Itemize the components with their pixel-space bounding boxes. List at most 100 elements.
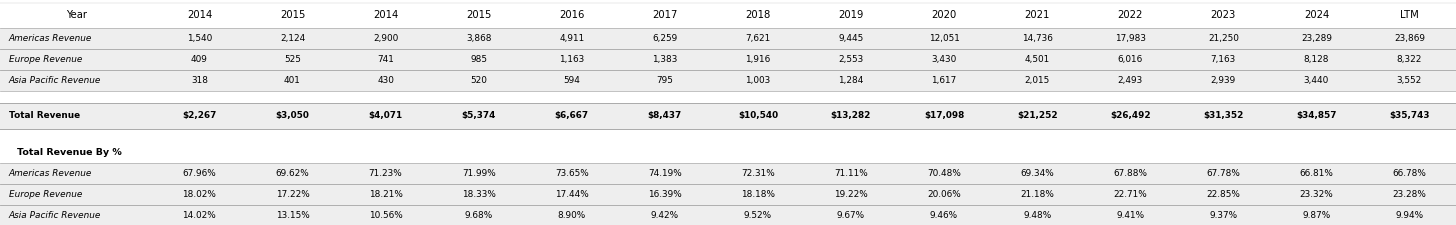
Text: 430: 430 <box>377 76 395 85</box>
Text: 20.06%: 20.06% <box>927 190 961 199</box>
Text: 401: 401 <box>284 76 301 85</box>
Text: 66.81%: 66.81% <box>1299 169 1334 178</box>
Text: 23.32%: 23.32% <box>1300 190 1334 199</box>
Text: 4,911: 4,911 <box>559 34 584 43</box>
Text: 19.22%: 19.22% <box>834 190 868 199</box>
Text: 2015: 2015 <box>466 10 491 20</box>
Text: 9.52%: 9.52% <box>744 211 772 220</box>
Text: 6,259: 6,259 <box>652 34 677 43</box>
Text: 70.48%: 70.48% <box>927 169 961 178</box>
Text: 67.96%: 67.96% <box>182 169 217 178</box>
Text: 9.67%: 9.67% <box>837 211 865 220</box>
Text: $6,667: $6,667 <box>555 111 588 120</box>
Text: 3,552: 3,552 <box>1396 76 1423 85</box>
Text: 7,621: 7,621 <box>745 34 770 43</box>
Text: LTM: LTM <box>1401 10 1418 20</box>
Text: $21,252: $21,252 <box>1016 111 1057 120</box>
Text: 2022: 2022 <box>1118 10 1143 20</box>
Text: 2019: 2019 <box>839 10 863 20</box>
Text: 66.78%: 66.78% <box>1392 169 1427 178</box>
Text: Total Revenue: Total Revenue <box>9 111 80 120</box>
Text: 2014: 2014 <box>186 10 213 20</box>
Text: 72.31%: 72.31% <box>741 169 775 178</box>
Text: Total Revenue By %: Total Revenue By % <box>17 148 122 157</box>
Text: 69.62%: 69.62% <box>275 169 309 178</box>
Bar <box>0 205 1456 225</box>
Text: 17.44%: 17.44% <box>555 190 588 199</box>
Bar <box>0 163 1456 184</box>
Text: 7,163: 7,163 <box>1211 55 1236 64</box>
Text: 67.78%: 67.78% <box>1207 169 1241 178</box>
Text: 3,868: 3,868 <box>466 34 492 43</box>
Text: 71.11%: 71.11% <box>834 169 868 178</box>
Text: 18.02%: 18.02% <box>182 190 217 199</box>
Text: $4,071: $4,071 <box>368 111 403 120</box>
Text: 9.37%: 9.37% <box>1210 211 1238 220</box>
Text: $2,267: $2,267 <box>182 111 217 120</box>
Text: 18.18%: 18.18% <box>741 190 775 199</box>
Text: Americas Revenue: Americas Revenue <box>9 34 92 43</box>
Text: Year: Year <box>66 10 87 20</box>
Text: 6,016: 6,016 <box>1118 55 1143 64</box>
Text: 22.71%: 22.71% <box>1114 190 1147 199</box>
Text: 71.23%: 71.23% <box>368 169 402 178</box>
Text: 985: 985 <box>470 55 488 64</box>
Text: 67.88%: 67.88% <box>1114 169 1147 178</box>
Text: 2,493: 2,493 <box>1118 76 1143 85</box>
Text: 3,440: 3,440 <box>1303 76 1329 85</box>
Text: $10,540: $10,540 <box>738 111 778 120</box>
Text: 2,124: 2,124 <box>280 34 306 43</box>
Text: 21,250: 21,250 <box>1208 34 1239 43</box>
Text: 9.48%: 9.48% <box>1024 211 1051 220</box>
Text: 1,163: 1,163 <box>559 55 584 64</box>
Text: 4,501: 4,501 <box>1025 55 1050 64</box>
Text: 12,051: 12,051 <box>929 34 960 43</box>
Bar <box>0 103 1456 128</box>
Text: Asia Pacific Revenue: Asia Pacific Revenue <box>9 211 100 220</box>
Text: 10.56%: 10.56% <box>368 211 402 220</box>
Text: 9.87%: 9.87% <box>1302 211 1331 220</box>
Text: $5,374: $5,374 <box>462 111 496 120</box>
Text: 525: 525 <box>284 55 301 64</box>
Bar <box>0 49 1456 70</box>
Text: Americas Revenue: Americas Revenue <box>9 169 92 178</box>
Text: 1,003: 1,003 <box>745 76 770 85</box>
Text: $31,352: $31,352 <box>1203 111 1243 120</box>
Text: $13,282: $13,282 <box>831 111 871 120</box>
Text: 409: 409 <box>191 55 208 64</box>
Text: 2020: 2020 <box>932 10 957 20</box>
Text: Europe Revenue: Europe Revenue <box>9 55 82 64</box>
Text: 74.19%: 74.19% <box>648 169 681 178</box>
Text: 2,015: 2,015 <box>1025 76 1050 85</box>
Text: 2014: 2014 <box>373 10 397 20</box>
Text: 9.41%: 9.41% <box>1117 211 1144 220</box>
Bar <box>0 184 1456 205</box>
Text: $3,050: $3,050 <box>275 111 310 120</box>
Text: $17,098: $17,098 <box>925 111 964 120</box>
Text: 8,322: 8,322 <box>1396 55 1423 64</box>
Text: 2018: 2018 <box>745 10 770 20</box>
Text: 2,553: 2,553 <box>839 55 863 64</box>
Text: 1,916: 1,916 <box>745 55 770 64</box>
Text: 73.65%: 73.65% <box>555 169 588 178</box>
Text: $34,857: $34,857 <box>1296 111 1337 120</box>
Text: 2021: 2021 <box>1025 10 1050 20</box>
Text: 23.28%: 23.28% <box>1392 190 1427 199</box>
Text: 18.33%: 18.33% <box>462 190 495 199</box>
Text: 71.99%: 71.99% <box>462 169 495 178</box>
Text: 1,617: 1,617 <box>932 76 957 85</box>
Text: 17,983: 17,983 <box>1115 34 1146 43</box>
Text: 9.68%: 9.68% <box>464 211 492 220</box>
Text: 22.85%: 22.85% <box>1207 190 1241 199</box>
Text: $8,437: $8,437 <box>648 111 681 120</box>
Text: Europe Revenue: Europe Revenue <box>9 190 82 199</box>
Text: 1,540: 1,540 <box>186 34 213 43</box>
Text: 17.22%: 17.22% <box>275 190 309 199</box>
Bar <box>0 3 1456 28</box>
Text: 594: 594 <box>563 76 579 85</box>
Text: 16.39%: 16.39% <box>648 190 681 199</box>
Text: 795: 795 <box>657 76 673 85</box>
Text: 1,383: 1,383 <box>652 55 677 64</box>
Text: 9.42%: 9.42% <box>651 211 678 220</box>
Text: 23,869: 23,869 <box>1393 34 1425 43</box>
